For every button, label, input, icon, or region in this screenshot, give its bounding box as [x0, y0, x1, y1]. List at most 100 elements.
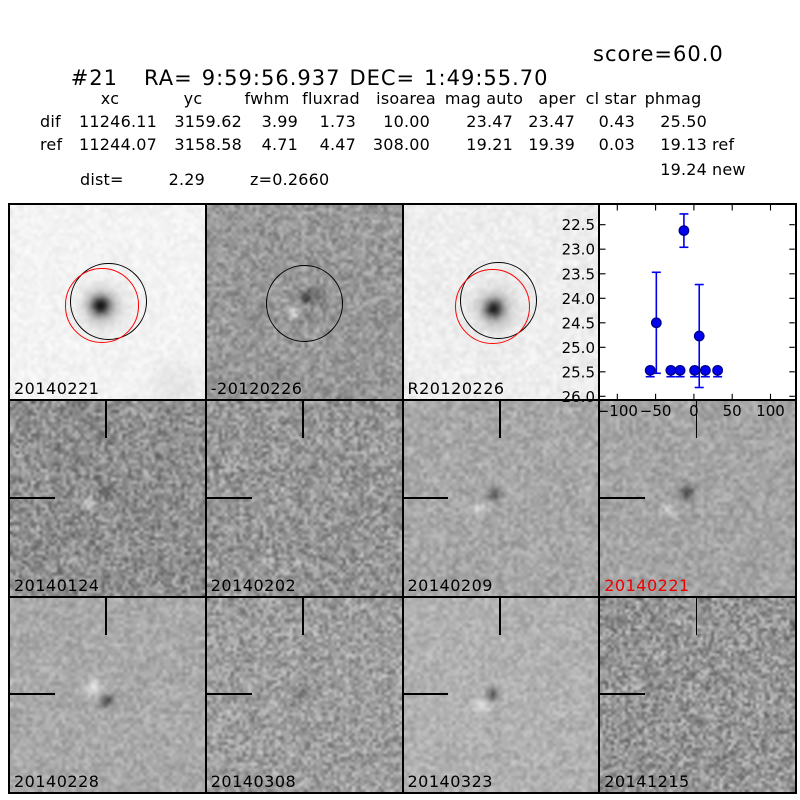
score-value: 60.0: [673, 42, 724, 66]
image-stamp-20140228: 20140228: [10, 597, 205, 792]
table-row-label: ref: [40, 135, 63, 154]
table-cell: 19.21: [466, 135, 513, 154]
image-stamp--20120226: -20120226: [206, 205, 402, 400]
table-cell: 11244.07: [79, 135, 157, 154]
limit-point: [674, 364, 686, 376]
x-tick-label: 100: [756, 402, 785, 420]
red-aperture-circle: [455, 269, 530, 345]
y-tick-label: 24.0: [562, 290, 595, 308]
limit-point: [665, 364, 677, 376]
crosshair-tick-horizontal: [403, 497, 449, 499]
table-header-cell: aper: [538, 89, 576, 108]
crosshair-tick-horizontal: [600, 693, 646, 696]
crosshair-tick-vertical: [498, 401, 501, 439]
crosshair-tick-vertical: [695, 401, 698, 439]
limit-point: [700, 364, 712, 376]
image-stamp-20140202: 20140202: [206, 401, 402, 596]
table-cell-suffix: ref: [712, 135, 735, 154]
red-aperture-circle: [64, 268, 140, 344]
image-stamp-R20120226: R20120226: [403, 205, 599, 400]
ra-value: 9:59:56.937: [201, 66, 341, 90]
stamp-grid: 20140221 -20120226 R20120226 22.5 23.0 23.5 24…: [8, 203, 797, 794]
crosshair-tick-horizontal: [206, 497, 252, 499]
x-tick-label: −100: [597, 402, 638, 420]
z-label: z=: [250, 170, 273, 189]
image-stamp-20140209: 20140209: [403, 401, 599, 596]
y-tick-label: 23.0: [562, 241, 595, 259]
dist-label: dist=: [80, 170, 124, 189]
image-stamp-20140221: 20140221: [600, 401, 795, 596]
table-row-label: dif: [40, 112, 61, 131]
stamp-date-label: 20141215: [604, 771, 690, 791]
stamp-date-label: -20120226: [210, 379, 303, 399]
dec-value: 1:49:55.70: [424, 66, 549, 90]
stamp-date-label: 20140323: [407, 771, 493, 791]
crosshair-tick-horizontal: [403, 693, 449, 696]
y-tick-label: 23.5: [562, 265, 595, 283]
table-cell: 4.47: [319, 135, 356, 154]
table-cell: 23.47: [528, 112, 575, 131]
table-cell: 0.43: [598, 112, 635, 131]
stamp-date-label: 20140221: [14, 379, 100, 399]
table-cell: 1.73: [319, 112, 356, 131]
limit-point: [712, 364, 724, 376]
data-point: [678, 225, 690, 237]
crosshair-tick-horizontal: [10, 497, 55, 499]
coordinates: RA= 9:59:56.937 DEC= 1:49:55.70: [144, 66, 548, 90]
limit-point: [645, 364, 656, 376]
dist-value: 2.29: [168, 170, 205, 189]
limit-point: [689, 364, 701, 376]
image-stamp-20140221: 20140221: [10, 205, 205, 400]
x-tick-label: −50: [640, 402, 672, 420]
crosshair-tick-vertical: [302, 401, 304, 439]
candidate-id: #21: [70, 66, 119, 90]
table-cell: 25.50: [660, 112, 707, 131]
image-stamp-20140124: 20140124: [10, 401, 205, 596]
x-tick-label: 0: [689, 402, 699, 420]
score: score=60.0: [593, 42, 724, 66]
table-cell: 308.00: [372, 135, 430, 154]
data-point: [651, 317, 662, 329]
y-tick-label: 25.0: [562, 339, 595, 357]
table-cell: 11246.11: [79, 112, 157, 131]
y-tick-label: 22.5: [562, 216, 595, 234]
image-stamp-20140323: 20140323: [403, 597, 599, 792]
table-header-cell: mag auto: [444, 89, 524, 108]
figure-title: #21 RA= 9:59:56.937 DEC= 1:49:55.70 score=60…: [40, 42, 780, 138]
z-value: 0.2660: [272, 170, 330, 189]
crosshair-tick-vertical: [105, 401, 108, 439]
table-cell: 3.99: [261, 112, 298, 131]
score-label: score=: [593, 42, 674, 66]
table-header-cell: phmag: [644, 89, 702, 108]
ra-label: RA=: [144, 66, 193, 90]
image-stamp-20140308: 20140308: [206, 597, 402, 792]
phmag-new-value: 19.24: [660, 160, 707, 179]
crosshair-tick-horizontal: [10, 693, 55, 696]
x-tick-label: 50: [723, 402, 742, 420]
stamp-date-label: 20140228: [14, 771, 100, 791]
y-tick-label: 26.0: [562, 388, 595, 406]
crosshair-tick-vertical: [302, 597, 304, 635]
crosshair-tick-vertical: [105, 597, 108, 635]
table-header-cell: fwhm: [244, 89, 290, 108]
data-point: [694, 330, 705, 342]
light-curve-panel: 22.5 23.0 23.5 24.0 24.5 25.0 25.5 26.0 −100 −50 0…: [562, 205, 795, 420]
stamp-date-label: 20140124: [14, 575, 100, 595]
table-cell: 4.71: [261, 135, 298, 154]
table-cell: 10.00: [383, 112, 430, 131]
crosshair-tick-vertical: [695, 597, 698, 635]
light-curve-svg: 22.5 23.0 23.5 24.0 24.5 25.0 25.5 26.0−100 −50 0…: [562, 205, 795, 420]
redshift: z=0.2660: [250, 170, 329, 189]
photometry-table: xc yc fwhm fluxrad isoarea mag auto aper cl sta…: [0, 0, 800, 200]
table-header-cell: isoarea: [376, 89, 436, 108]
crosshair-tick-horizontal: [600, 497, 646, 499]
crosshair-tick-vertical: [498, 597, 501, 635]
stamp-date-label: 20140202: [210, 575, 297, 595]
image-stamp-20141215: 20141215: [600, 597, 795, 792]
stamp-date-label: 20140308: [210, 771, 297, 791]
table-header-cell: xc: [100, 89, 120, 108]
y-tick-label: 24.5: [562, 314, 595, 332]
table-cell: 23.47: [466, 112, 513, 131]
table-header-cell: cl star: [585, 89, 637, 108]
